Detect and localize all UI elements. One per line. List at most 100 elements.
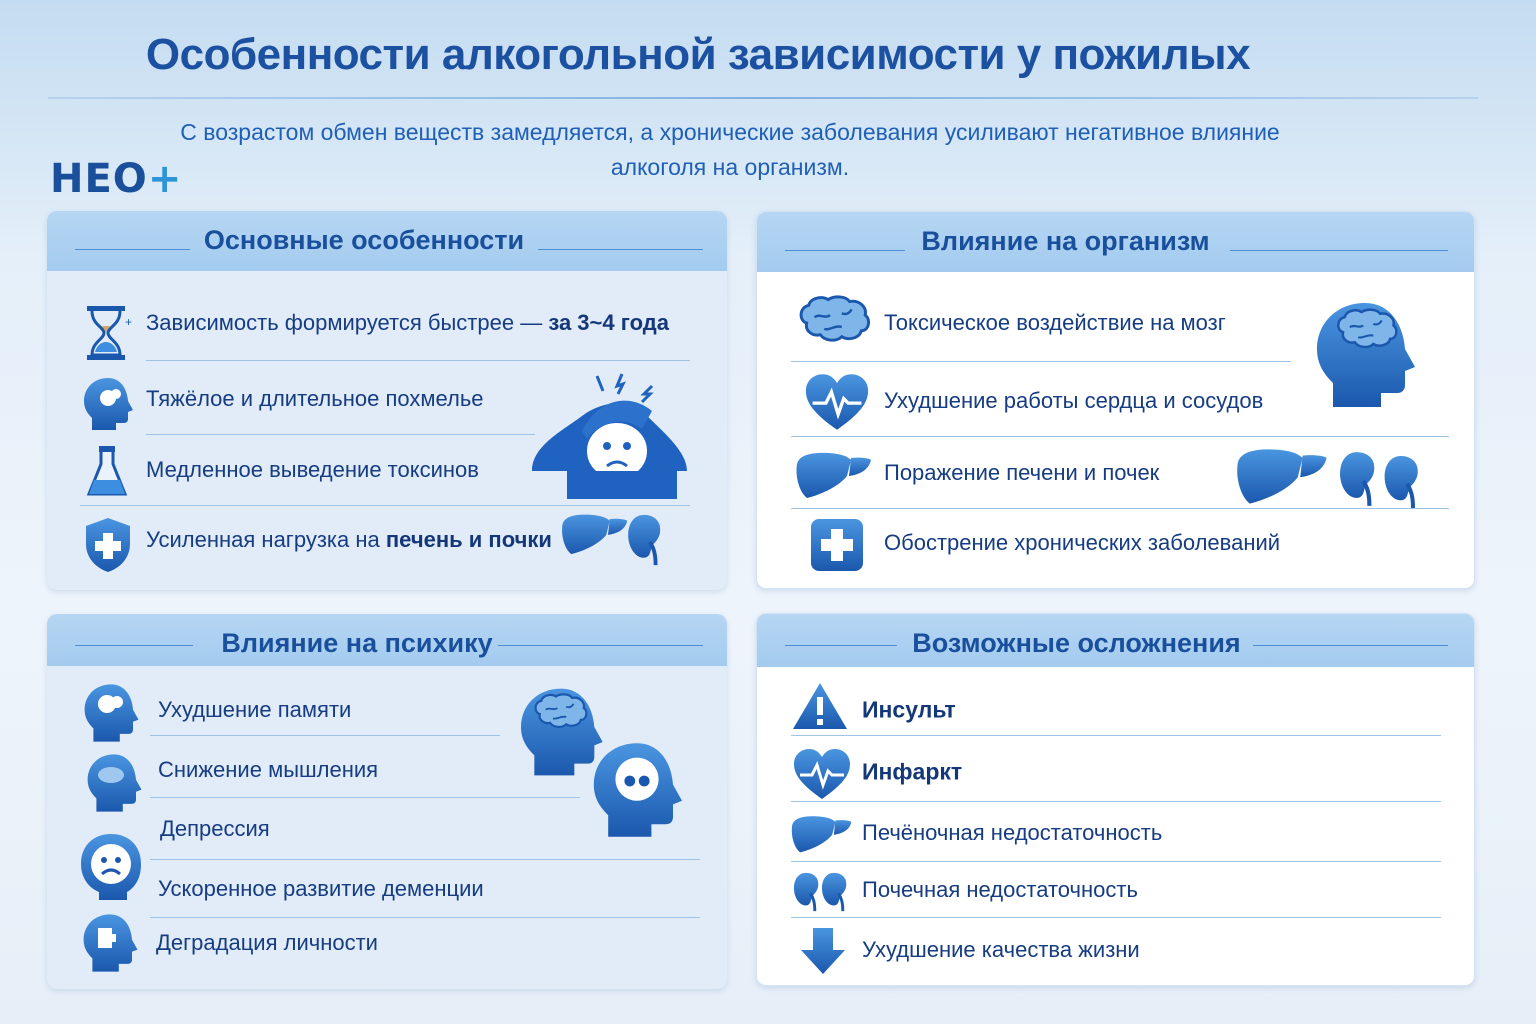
liver-icon: [1233, 446, 1329, 506]
shield-plus-icon: [86, 518, 130, 572]
header-rule: [1230, 250, 1448, 251]
item-text: Тяжёлое и длительное похмелье: [146, 386, 484, 411]
item-text: Поражение печени и почек: [884, 460, 1160, 485]
psyche-item: Ускоренное развитие деменции: [158, 876, 484, 902]
panel-header: Возможные осложнения: [757, 614, 1474, 667]
item-text: Инфаркт: [862, 758, 963, 785]
panel-header: Влияние на организм: [757, 212, 1474, 272]
impact-item: Токсическое воздействие на мозг: [884, 310, 1226, 336]
impact-item: Ухудшение работы сердца и сосудов: [884, 388, 1263, 414]
row-divider: [791, 508, 1449, 509]
panel-complications: Возможные осложнения Инсульт Инфаркт Печ…: [756, 613, 1475, 986]
arrow-down-icon: [801, 928, 845, 974]
row-divider: [150, 859, 700, 860]
psyche-item: Депрессия: [160, 816, 270, 842]
item-text: Обострение хронических заболеваний: [884, 530, 1281, 555]
header-rule: [75, 249, 190, 250]
item-text: Ухудшение качества жизни: [862, 937, 1140, 962]
header-rule: [785, 645, 897, 646]
panel-title: Возможные осложнения: [912, 628, 1241, 658]
complication-item: Ухудшение качества жизни: [862, 937, 1140, 963]
liver-icon: [789, 814, 853, 854]
feature-item: Тяжёлое и длительное похмелье: [146, 386, 484, 412]
sad-face-icon: [81, 834, 141, 900]
item-text: Инсульт: [862, 696, 956, 723]
item-text: Депрессия: [160, 816, 270, 841]
item-text: Медленное выведение токсинов: [146, 457, 479, 482]
hourglass-icon: +: [87, 306, 132, 360]
item-bold-text: печень и почки: [385, 527, 552, 552]
impact-item: Поражение печени и почек: [884, 460, 1159, 486]
complication-item: Почечная недостаточность: [862, 877, 1138, 903]
item-text: Печёночная недостаточность: [862, 820, 1163, 845]
panel-header: Основные особенности: [47, 211, 727, 271]
subtitle: С возрастом обмен веществ замедляется, а…: [140, 115, 1320, 185]
feature-item: Медленное выведение токсинов: [146, 457, 479, 483]
warning-icon: [793, 683, 847, 729]
head-anxiety-icon: [583, 734, 691, 846]
header-rule: [498, 645, 703, 646]
brain-icon: [795, 292, 873, 354]
panel-main-features: Основные особенности + Зависимость форми…: [47, 211, 727, 590]
subtitle-line-1: С возрастом обмен веществ замедляется, а…: [180, 119, 1280, 145]
item-text: Ускоренное развитие деменции: [158, 876, 484, 901]
kidney-icon: [1379, 452, 1423, 512]
kidney-icon: [1335, 448, 1379, 510]
kidney-icon: [819, 870, 849, 914]
complication-item: Печёночная недостаточность: [862, 820, 1162, 846]
row-divider: [791, 436, 1449, 437]
complication-item: Инфаркт: [862, 759, 962, 786]
item-text: Токсическое воздействие на мозг: [884, 310, 1226, 335]
medical-cross-icon: [811, 519, 863, 571]
row-divider: [146, 360, 690, 361]
item-text: Деградация личности: [156, 930, 378, 955]
row-divider: [150, 797, 580, 798]
panel-title: Влияние на организм: [921, 226, 1210, 256]
panel-title: Влияние на психику: [221, 628, 493, 658]
header-rule: [785, 250, 905, 251]
kidney-icon: [624, 511, 664, 569]
psyche-item: Деградация личности: [156, 930, 378, 956]
item-bold-text: за 3~4 года: [548, 310, 669, 335]
panel-psyche-impact: Влияние на психику Ухудшение памяти Сниж…: [47, 614, 727, 989]
item-text: Ухудшение памяти: [158, 697, 352, 722]
row-divider: [791, 361, 1291, 362]
row-divider: [791, 861, 1441, 862]
headache-person-icon: [532, 373, 687, 499]
item-text: Ухудшение работы сердца и сосудов: [884, 388, 1264, 413]
svg-text:+: +: [125, 315, 132, 329]
feature-item: Усиленная нагрузка на печень и почки: [146, 527, 552, 553]
logo-text: НЕО: [50, 156, 148, 202]
title-divider: [48, 97, 1478, 99]
psyche-item: Снижение мышления: [158, 757, 378, 783]
heart-pulse-icon: [801, 372, 873, 432]
impact-item: Обострение хронических заболеваний: [884, 530, 1280, 556]
head-brain-icon: [1305, 292, 1425, 418]
feature-item: Зависимость формируется быстрее — за 3~4…: [146, 310, 669, 336]
header-rule: [538, 249, 703, 250]
head-puzzle-icon: [76, 910, 144, 976]
heart-pulse-icon: [791, 747, 853, 801]
panel-body-impact: Влияние на организм Токсическое воздейст…: [756, 211, 1475, 589]
psyche-item: Ухудшение памяти: [158, 697, 351, 723]
page-title: Особенности алкогольной зависимости у по…: [145, 30, 1251, 79]
item-text: Почечная недостаточность: [862, 877, 1138, 902]
header-rule: [75, 645, 193, 646]
head-icon: [78, 374, 138, 434]
subtitle-line-2: алкоголя на организм.: [610, 154, 850, 180]
row-divider: [150, 917, 700, 918]
liver-icon: [793, 450, 873, 500]
header-rule: [1253, 645, 1448, 646]
row-divider: [150, 735, 500, 736]
kidney-icon: [791, 870, 821, 914]
row-divider: [791, 917, 1441, 918]
panel-title: Основные особенности: [203, 225, 525, 255]
head-memory-icon: [77, 680, 145, 746]
row-divider: [146, 434, 535, 435]
logo: НЕО+: [50, 156, 182, 202]
head-cloud-icon: [81, 750, 147, 816]
flask-icon: [86, 446, 128, 496]
logo-plus: +: [147, 156, 183, 202]
item-text: Усиленная нагрузка на: [146, 527, 386, 552]
row-divider: [80, 505, 690, 506]
